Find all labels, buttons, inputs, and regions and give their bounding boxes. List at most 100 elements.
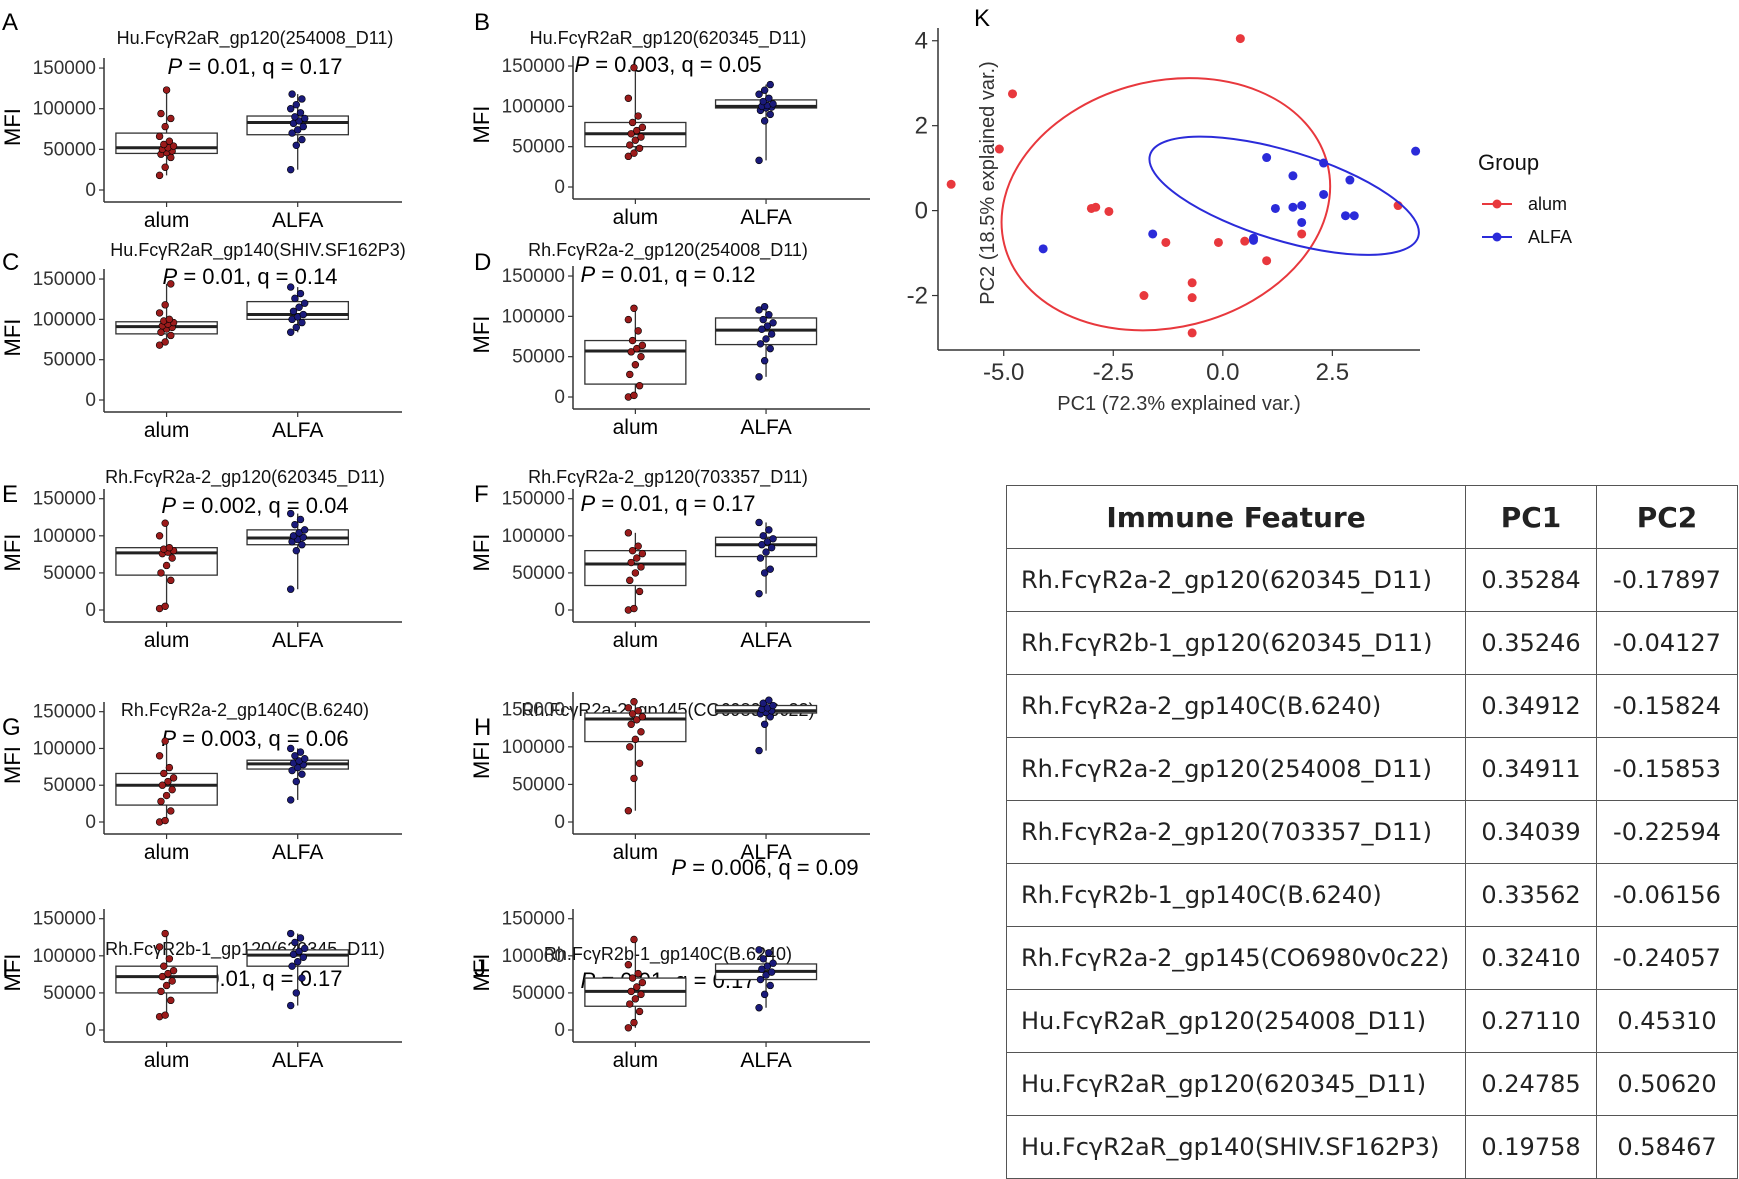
boxplot-panel-C: C Hu.FcγR2aR_gp140(SHIV.SF162P3) P = 0.01,…: [0, 240, 406, 442]
panel-letter: B: [474, 9, 490, 36]
data-point: [161, 816, 169, 825]
p-value-label: P = 0.01, q = 0.17: [168, 54, 343, 79]
pc1-cell: 0.19758: [1465, 1115, 1597, 1179]
y-tick-label: 150000: [33, 702, 96, 723]
data-point: [631, 995, 640, 1003]
data-point: [292, 777, 300, 786]
data-point: [767, 543, 776, 552]
p-q-values: = 0.01, q = 0.17: [595, 491, 755, 516]
x-tick-label: -5.0: [983, 359, 1024, 386]
data-point: [760, 117, 769, 125]
pc1-cell: 0.24785: [1465, 1052, 1597, 1116]
data-point: [299, 122, 307, 131]
data-point: [299, 953, 307, 961]
x-category-label: ALFA: [740, 629, 791, 652]
data-point: [288, 90, 296, 98]
panel-title: Rh.FcγR2b-1_gp140C(B.6240): [544, 944, 792, 965]
data-point: [161, 338, 169, 346]
pc1-cell: 0.34912: [1465, 674, 1597, 738]
data-point: [296, 934, 305, 942]
data-point: [630, 304, 638, 312]
p-value-label: P = 0.01, q = 0.17: [581, 491, 756, 516]
y-tick-label: 50000: [512, 983, 565, 1004]
data-point: [626, 1000, 634, 1008]
data-point: [160, 962, 168, 970]
data-point: [624, 961, 633, 969]
feature-cell: Rh.FcγR2a-2_gp120(254008_D11): [1006, 737, 1466, 801]
data-point: [766, 981, 774, 990]
point-alum: [1235, 34, 1245, 44]
data-point: [157, 109, 165, 118]
y-tick-label: 50000: [512, 137, 565, 158]
data-point: [633, 716, 641, 724]
data-point: [155, 171, 164, 180]
y-tick-label: 100000: [33, 526, 96, 547]
data-point: [292, 141, 300, 149]
data-point: [291, 113, 299, 121]
data-point: [755, 156, 763, 165]
pc1-cell: 0.35246: [1465, 611, 1597, 675]
data-point: [162, 791, 171, 800]
data-point: [638, 341, 647, 350]
feature-cell: Rh.FcγR2a-2_gp120(703357_D11): [1006, 800, 1466, 864]
table-row: Hu.FcγR2aR_gp120(620345_D11) 0.24785 0.506…: [1006, 1052, 1738, 1116]
y-tick-label: 100000: [33, 309, 96, 330]
x-category-label: ALFA: [272, 1049, 323, 1072]
data-point: [287, 105, 295, 113]
data-point: [756, 340, 765, 348]
legend-label: alum: [1528, 194, 1567, 214]
data-point: [161, 1011, 169, 1019]
panel-title: Rh.FcγR2a-2_gp140C(B.6240): [121, 700, 369, 721]
data-point: [299, 310, 307, 319]
point-alum: [1213, 237, 1223, 247]
data-point: [760, 720, 769, 729]
boxplot-panel-I: IRh.FcγR2b-1_gp120(620345_D11)P = 0.01, …: [0, 909, 402, 1072]
y-axis-label: PC2 (18.5% explained var.): [977, 61, 999, 304]
y-axis-label: MFI: [0, 108, 25, 146]
x-category-label: ALFA: [740, 1049, 791, 1072]
y-tick-label: 100000: [33, 946, 96, 967]
y-axis-label: MFI: [469, 534, 494, 572]
data-point: [155, 309, 164, 317]
data-point: [760, 86, 769, 94]
data-point: [165, 763, 174, 772]
x-category-label: alum: [144, 419, 190, 442]
data-point: [765, 696, 773, 704]
data-point: [287, 328, 295, 336]
point-ALFA: [1288, 202, 1298, 212]
data-point: [287, 165, 295, 174]
data-point: [288, 962, 296, 970]
data-point: [755, 90, 763, 98]
x-category-label: alum: [613, 841, 659, 864]
data-point: [627, 348, 635, 356]
data-point: [627, 987, 635, 996]
p-value-label: P = 0.01, q = 0.12: [581, 262, 756, 287]
x-category-label: alum: [613, 629, 659, 652]
data-point: [296, 515, 305, 524]
data-point: [167, 114, 175, 123]
p-value-label: P = 0.006, q = 0.09: [671, 855, 858, 880]
x-category-label: ALFA: [740, 841, 791, 864]
panel-letter: A: [2, 9, 18, 36]
feature-cell: Rh.FcγR2a-2_gp120(620345_D11): [1006, 548, 1466, 612]
data-point: [630, 1018, 638, 1027]
data-point: [167, 576, 175, 585]
pc2-cell: -0.04127: [1596, 611, 1738, 675]
table-row: Rh.FcγR2b-1_gp140C(B.6240) 0.33562 -0.0615…: [1006, 863, 1738, 927]
pc2-cell: 0.50620: [1596, 1052, 1738, 1116]
x-category-label: alum: [144, 841, 190, 864]
panel-title: Rh.FcγR2a-2_gp120(254008_D11): [528, 240, 808, 261]
data-point: [630, 698, 638, 706]
data-point: [158, 781, 167, 789]
y-axis-label: MFI: [0, 319, 25, 357]
y-tick-label: 150000: [502, 489, 565, 510]
data-point: [630, 604, 638, 613]
pc2-cell: -0.15853: [1596, 737, 1738, 801]
data-point: [291, 938, 299, 947]
data-point: [769, 319, 777, 327]
data-point: [161, 122, 169, 131]
data-point: [624, 1024, 633, 1032]
x-category-label: ALFA: [272, 419, 323, 442]
data-point: [298, 541, 306, 549]
point-alum: [1297, 229, 1307, 239]
